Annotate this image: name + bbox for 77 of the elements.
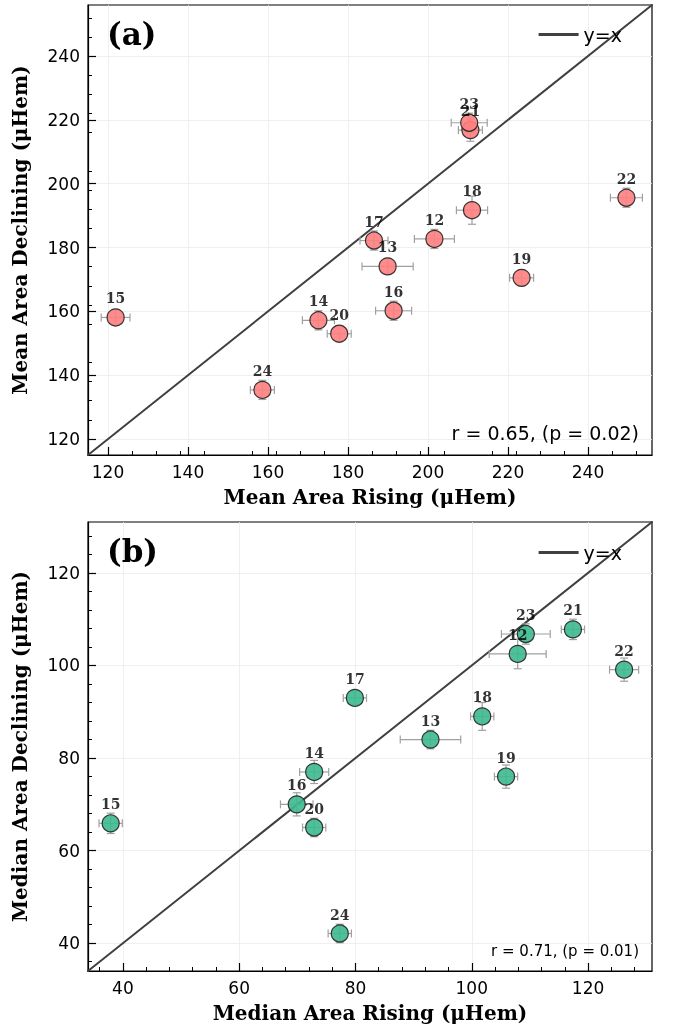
annotation: 14	[308, 293, 329, 310]
y-tick-label: 140	[47, 365, 80, 386]
y-tick-label: 100	[47, 655, 80, 676]
point	[345, 688, 364, 707]
y-tick-label: 240	[47, 46, 80, 67]
point	[287, 795, 306, 814]
annotation: 19	[496, 749, 516, 766]
annotation: 24	[330, 906, 350, 923]
point	[617, 188, 636, 207]
x-axis-title: Mean Area Rising (μHem)	[223, 485, 517, 509]
x-tick-label: 200	[411, 461, 445, 482]
annotation: 22	[614, 642, 634, 659]
x-tick-label: 180	[331, 461, 365, 482]
annotation: 14	[304, 744, 325, 761]
x-tick-label: 80	[344, 977, 367, 998]
annotation: 17	[345, 670, 365, 687]
point	[330, 324, 349, 343]
annotation: 18	[472, 689, 492, 706]
point	[462, 201, 482, 220]
y-axis-title: Mean Area Declining (μHem)	[8, 65, 32, 395]
y-tick-label: 120	[47, 429, 80, 450]
annotation: 23	[516, 607, 536, 624]
point	[384, 301, 403, 320]
y-tick-label: 120	[47, 562, 80, 583]
annotation: r = 0.71, (p = 0.01)	[491, 941, 639, 960]
x-tick-label: 140	[171, 461, 205, 482]
point	[305, 762, 324, 782]
annotation: 13	[420, 712, 441, 729]
point	[473, 707, 492, 726]
point	[508, 644, 527, 664]
annotation: 20	[329, 306, 350, 323]
y-tick-label: 40	[58, 933, 80, 954]
point	[425, 229, 444, 249]
y-tick-label: 220	[47, 109, 80, 130]
x-tick-label: 240	[571, 461, 605, 482]
point	[305, 818, 324, 837]
annotation: 21	[563, 602, 583, 619]
y-tick-label: 180	[47, 237, 80, 258]
point	[101, 814, 120, 833]
annotation: 18	[462, 183, 482, 200]
x-tick-label: 40	[112, 977, 134, 998]
annotation: 15	[100, 796, 121, 813]
annotation: 12	[424, 211, 445, 228]
annotation: r = 0.65, (p = 0.02)	[451, 421, 640, 444]
point	[563, 620, 583, 639]
point	[615, 660, 634, 679]
point	[309, 311, 328, 330]
annotation: 22	[616, 170, 637, 187]
point	[330, 924, 349, 943]
y-tick-label: 80	[58, 748, 80, 769]
x-tick-label: 220	[491, 461, 525, 482]
x-axis-title: Median Area Rising (μHem)	[212, 1001, 528, 1025]
annotation: 19	[511, 250, 532, 267]
point	[496, 767, 516, 786]
y-axis-title: Median Area Declining (μHem)	[8, 570, 32, 923]
y-tick-label: 160	[47, 301, 80, 322]
chart-title: (b)	[107, 532, 159, 569]
x-tick-label: 60	[228, 977, 250, 998]
annotation: 20	[304, 800, 325, 817]
chart-title: (a)	[107, 15, 157, 52]
point	[253, 380, 272, 399]
x-tick-label: 100	[455, 977, 488, 998]
x-tick-label: 160	[251, 461, 285, 482]
y-tick-label: 200	[47, 173, 80, 194]
x-tick-label: 120	[571, 977, 605, 998]
annotation: 17	[364, 213, 384, 230]
point	[378, 257, 397, 276]
annotation: 15	[105, 290, 126, 307]
point	[106, 308, 125, 327]
annotation: 24	[252, 362, 273, 379]
annotation: 16	[383, 283, 404, 300]
point	[421, 730, 440, 749]
x-tick-label: 120	[91, 461, 125, 482]
point	[512, 268, 531, 287]
annotation: 16	[287, 777, 307, 794]
y-tick-label: 60	[58, 840, 80, 861]
annotation: 13	[377, 239, 398, 256]
